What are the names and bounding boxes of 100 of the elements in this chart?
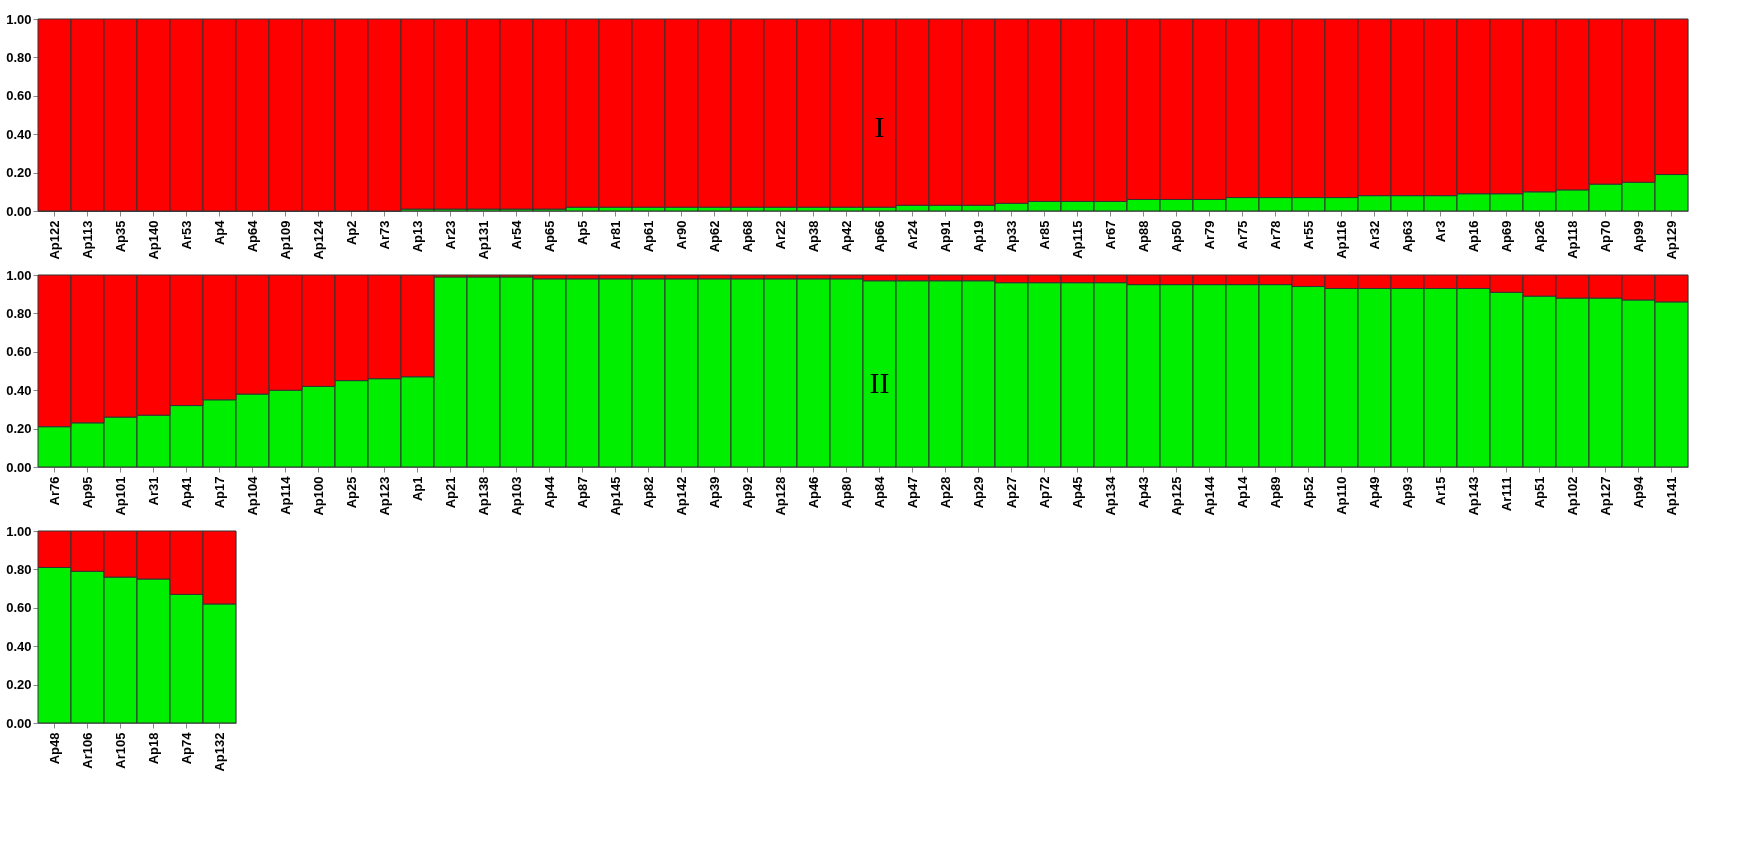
x-tick-label: Ar106	[79, 732, 95, 769]
x-tick-label: Ap63	[1399, 220, 1415, 253]
y-tick-label: 0.20	[6, 677, 32, 693]
x-tick-label: Ar54	[508, 219, 524, 250]
x-tick-label: Ar78	[1267, 220, 1283, 250]
x-tick-label: Ap43	[1135, 476, 1151, 509]
x-tick-label: Ap127	[1597, 476, 1613, 516]
y-tick-label: 1.00	[6, 267, 32, 283]
x-tick-label: Ap70	[1597, 220, 1613, 253]
x-tick-label: Ap16	[1465, 220, 1481, 253]
x-tick-label: Ap41	[178, 476, 194, 509]
x-tick-label: Ap33	[1003, 220, 1019, 253]
x-tick-label: Ap42	[838, 220, 854, 253]
x-tick-label: Ap38	[805, 220, 821, 253]
x-tick-label: Ap116	[1333, 220, 1349, 259]
x-tick-label: Ap39	[706, 476, 722, 509]
x-tick-label: Ap74	[178, 731, 194, 765]
x-tick-label: Ap91	[937, 220, 953, 253]
x-tick-label: Ap17	[211, 476, 227, 509]
x-tick-label: Ap80	[838, 476, 854, 509]
x-tick-label: Ar23	[442, 220, 458, 250]
x-tick-label: Ap44	[541, 475, 557, 509]
x-tick-label: Ap134	[1102, 475, 1118, 516]
x-tick-label: Ap131	[475, 220, 491, 260]
x-tick-label: Ap102	[1564, 476, 1580, 516]
y-tick-label: 0.80	[6, 305, 32, 321]
y-tick-label: 0.00	[6, 715, 32, 731]
x-tick-label: Ar24	[904, 219, 920, 250]
x-tick-label: Ap142	[673, 476, 689, 516]
y-tick-label: 0.80	[6, 561, 32, 577]
x-tick-label: Ap129	[1663, 220, 1679, 260]
x-tick-label: Ap25	[343, 476, 359, 509]
y-tick-label: 0.00	[6, 459, 32, 475]
y-tick-label: 0.60	[6, 600, 32, 616]
x-tick-label: Ap114	[277, 475, 293, 515]
x-tick-label: Ap92	[739, 476, 755, 509]
x-tick-label: Ap18	[145, 732, 161, 765]
x-tick-label: Ap113	[79, 220, 95, 259]
x-tick-label: Ar15	[1432, 476, 1448, 506]
x-tick-label: Ap49	[1366, 476, 1382, 509]
x-tick-label: Ap61	[640, 220, 656, 253]
x-tick-label: Ap66	[871, 220, 887, 253]
x-tick-label: Ap132	[211, 732, 227, 772]
y-tick-label: 0.20	[6, 165, 32, 181]
x-tick-label: Ap82	[640, 476, 656, 509]
x-tick-label: Ap145	[607, 476, 623, 516]
x-tick-label: Ap110	[1333, 476, 1349, 515]
y-tick-label: 1.00	[6, 11, 32, 27]
annotation: I	[874, 110, 885, 144]
x-tick-label: Ap128	[772, 476, 788, 516]
x-tick-label: Ar76	[46, 476, 62, 506]
x-tick-label: Ap19	[970, 220, 986, 253]
x-tick-label: Ap48	[46, 732, 62, 765]
x-tick-label: Ap14	[1234, 475, 1250, 509]
x-tick-label: Ap118	[1564, 220, 1580, 259]
x-tick-label: Ap94	[1630, 475, 1646, 509]
x-tick-label: Ar79	[1201, 220, 1217, 250]
x-tick-label: Ap141	[1663, 476, 1679, 516]
y-tick-label: 0.60	[6, 344, 32, 360]
x-tick-label: Ap123	[376, 476, 392, 516]
x-tick-label: Ar53	[178, 220, 194, 250]
x-tick-label: Ar90	[673, 220, 689, 250]
x-tick-label: Ap125	[1168, 476, 1184, 516]
x-tick-label: Ap100	[310, 476, 326, 516]
x-tick-label: Ap21	[442, 476, 458, 509]
x-tick-label: Ap5	[574, 220, 590, 246]
annotation: II	[869, 366, 890, 400]
y-tick-label: 1.00	[6, 523, 32, 539]
x-tick-label: Ar111	[1498, 476, 1514, 512]
x-tick-label: Ar31	[145, 476, 161, 506]
x-tick-label: Ap45	[1069, 476, 1085, 509]
y-tick-label: 0.40	[6, 638, 32, 654]
x-tick-label: Ap138	[475, 476, 491, 516]
y-tick-label: 0.00	[6, 203, 32, 219]
x-tick-label: Ap26	[1531, 220, 1547, 253]
x-tick-label: Ap101	[112, 476, 128, 516]
x-tick-label: Ar105	[112, 732, 128, 769]
x-tick-label: Ap95	[79, 476, 95, 509]
x-tick-label: Ap84	[871, 475, 887, 509]
x-tick-label: Ar85	[1036, 220, 1052, 250]
x-tick-label: Ar22	[772, 220, 788, 250]
x-tick-label: Ap46	[805, 476, 821, 509]
x-tick-label: Ap28	[937, 476, 953, 509]
x-tick-label: Ap65	[541, 220, 557, 253]
x-tick-label: Ar81	[607, 220, 623, 250]
x-tick-label: Ap124	[310, 219, 326, 260]
x-tick-label: Ap13	[409, 220, 425, 253]
y-tick-label: 0.40	[6, 126, 32, 142]
x-tick-label: Ar55	[1300, 220, 1316, 250]
x-tick-label: Ap87	[574, 476, 590, 509]
x-tick-label: Ap104	[244, 475, 260, 516]
x-tick-label: Ap1	[409, 476, 425, 502]
x-tick-label: Ar73	[376, 220, 392, 250]
x-tick-label: Ap2	[343, 220, 359, 246]
x-tick-label: Ap93	[1399, 476, 1415, 509]
x-tick-label: Ap122	[46, 220, 62, 260]
y-tick-label: 0.60	[6, 88, 32, 104]
x-tick-label: Ap88	[1135, 220, 1151, 253]
x-tick-label: Ap62	[706, 220, 722, 253]
x-tick-label: Ap35	[112, 220, 128, 253]
